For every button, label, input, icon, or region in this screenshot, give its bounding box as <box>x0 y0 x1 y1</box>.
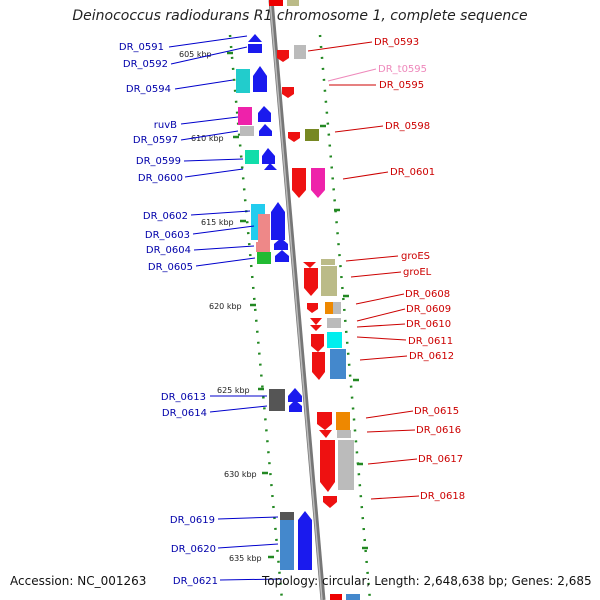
accession-text: Accession: NC_001263 <box>10 574 147 588</box>
gene-label: DR_0598 <box>385 121 430 132</box>
kbp-ticks <box>227 51 368 559</box>
gene-label: DR_0604 <box>146 245 191 256</box>
right-gene-labels: DR_0593 DR_t0595 DR_0595 DR_0598 DR_0601… <box>374 37 465 502</box>
gene-label: DR_0619 <box>170 515 215 526</box>
gene-label: DR_0617 <box>418 454 463 465</box>
backbone <box>268 0 326 600</box>
gene-label: groEL <box>403 267 432 278</box>
left-gene-labels: DR_0591 DR_0592 DR_0594 ruvB DR_0597 DR_… <box>119 42 218 587</box>
genome-stats-text: Topology: circular; Length: 2,648,638 bp… <box>262 574 592 588</box>
gene-label: DR_0600 <box>138 173 183 184</box>
gene-label: DR_0605 <box>148 262 193 273</box>
gene-label: DR_0612 <box>409 351 454 362</box>
kbp-label: 625 kbp <box>217 386 250 395</box>
kbp-label: 630 kbp <box>224 470 257 479</box>
gene-label: DR_0593 <box>374 37 419 48</box>
gene-label: DR_0601 <box>390 167 435 178</box>
gene-label: DR_0609 <box>406 304 451 315</box>
gene-label: DR_0615 <box>414 406 459 417</box>
gene-label: DR_t0595 <box>378 64 427 75</box>
right-leaders <box>307 41 420 500</box>
gene-label: DR_0610 <box>406 319 451 330</box>
gene-label: DR_0621 <box>173 576 218 587</box>
gene-label: ruvB <box>154 120 177 131</box>
kbp-label: 615 kbp <box>201 218 234 227</box>
kbp-label: 620 kbp <box>209 302 242 311</box>
gene-label: DR_0620 <box>171 544 216 555</box>
gene-label: DR_0595 <box>379 80 424 91</box>
gene-label: DR_0602 <box>143 211 188 222</box>
gene-label: DR_0592 <box>123 59 168 70</box>
map-title: Deinococcus radiodurans R1 chromosome 1,… <box>72 8 528 24</box>
gene-label: groES <box>401 251 430 262</box>
gene-label: DR_0608 <box>405 289 450 300</box>
gene-label: DR_0591 <box>119 42 164 53</box>
gene-label: DR_0594 <box>126 84 171 95</box>
kbp-label: 605 kbp <box>179 50 212 59</box>
gene-label: DR_0614 <box>162 408 207 419</box>
gene-label: DR_0618 <box>420 491 465 502</box>
gene-label: DR_0597 <box>133 135 178 146</box>
kbp-label: 635 kbp <box>229 554 262 563</box>
kbp-label: 610 kbp <box>191 134 224 143</box>
trna-leader <box>327 68 377 82</box>
kbp-labels: 605 kbp 610 kbp 615 kbp 620 kbp 625 kbp … <box>179 50 262 563</box>
gene-label: DR_0599 <box>136 156 181 167</box>
gene-label: DR_0603 <box>145 230 190 241</box>
left-leaders <box>168 35 283 581</box>
gene-label: DR_0613 <box>161 392 206 403</box>
gene-glyphs <box>236 0 360 600</box>
gene-label: DR_0611 <box>408 336 453 347</box>
gene-label: DR_0616 <box>416 425 461 436</box>
